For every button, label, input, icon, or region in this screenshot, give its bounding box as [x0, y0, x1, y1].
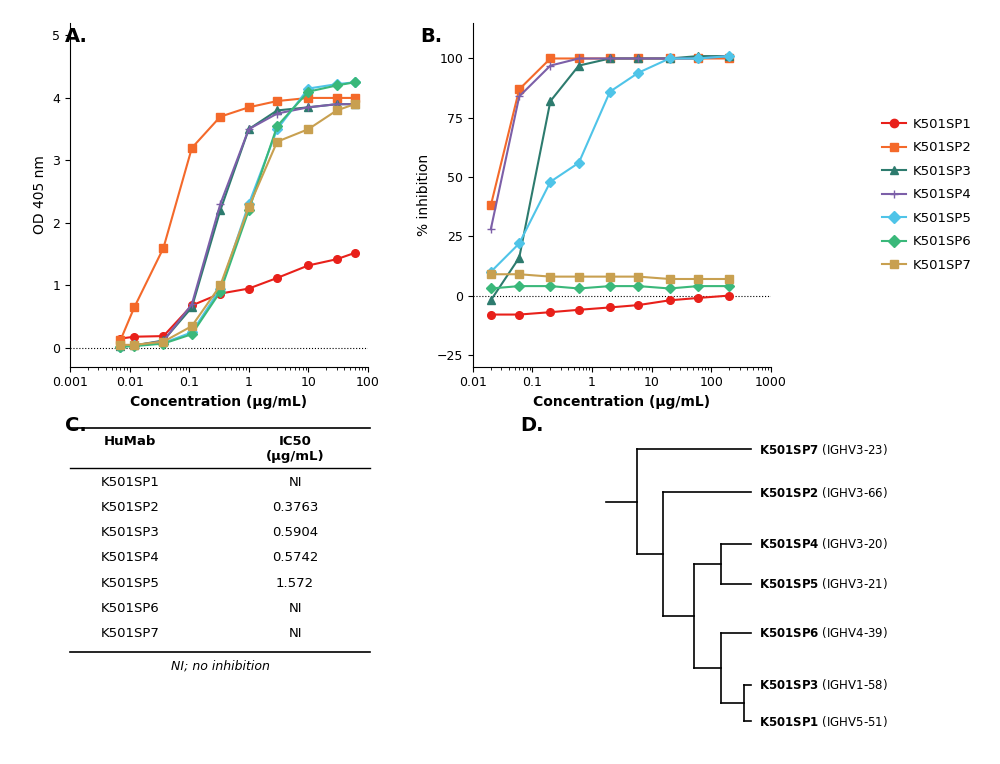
- Text: 0.3763: 0.3763: [272, 501, 318, 514]
- X-axis label: Concentration (µg/mL): Concentration (µg/mL): [130, 395, 307, 409]
- Text: $\bf{K501SP5}$ (IGHV3-21): $\bf{K501SP5}$ (IGHV3-21): [759, 576, 888, 591]
- Y-axis label: % inhibition: % inhibition: [417, 154, 431, 236]
- Text: NI: NI: [288, 476, 302, 489]
- Text: B.: B.: [420, 27, 442, 46]
- Text: $\bf{K501SP3}$ (IGHV1-58): $\bf{K501SP3}$ (IGHV1-58): [759, 677, 888, 692]
- Text: IC50
(µg/mL): IC50 (µg/mL): [266, 435, 324, 464]
- Text: HuMab: HuMab: [104, 435, 156, 448]
- Text: $\bf{K501SP6}$ (IGHV4-39): $\bf{K501SP6}$ (IGHV4-39): [759, 625, 888, 640]
- X-axis label: Concentration (µg/mL): Concentration (µg/mL): [533, 395, 710, 409]
- Text: NI: NI: [288, 627, 302, 640]
- Text: $\bf{K501SP1}$ (IGHV5-51): $\bf{K501SP1}$ (IGHV5-51): [759, 714, 888, 729]
- Text: $\bf{K501SP4}$ (IGHV3-20): $\bf{K501SP4}$ (IGHV3-20): [759, 536, 888, 552]
- Text: C.: C.: [65, 416, 87, 435]
- Text: 0.5742: 0.5742: [272, 552, 318, 565]
- Text: 0.5904: 0.5904: [272, 526, 318, 539]
- Text: D.: D.: [520, 416, 544, 435]
- Text: NI: NI: [288, 602, 302, 615]
- Text: K501SP2: K501SP2: [101, 501, 159, 514]
- Text: NI; no inhibition: NI; no inhibition: [171, 660, 269, 673]
- Text: K501SP4: K501SP4: [101, 552, 159, 565]
- Text: K501SP7: K501SP7: [101, 627, 159, 640]
- Text: K501SP6: K501SP6: [101, 602, 159, 615]
- Text: K501SP5: K501SP5: [101, 577, 159, 590]
- Text: K501SP3: K501SP3: [101, 526, 159, 539]
- Y-axis label: OD 405 nm: OD 405 nm: [33, 155, 47, 235]
- Text: A.: A.: [65, 27, 88, 46]
- Legend: K501SP1, K501SP2, K501SP3, K501SP4, K501SP5, K501SP6, K501SP7: K501SP1, K501SP2, K501SP3, K501SP4, K501…: [882, 118, 972, 272]
- Text: $\bf{K501SP2}$ (IGHV3-66): $\bf{K501SP2}$ (IGHV3-66): [759, 484, 888, 500]
- Text: $\bf{K501SP7}$ (IGHV3-23): $\bf{K501SP7}$ (IGHV3-23): [759, 442, 888, 457]
- Text: K501SP1: K501SP1: [101, 476, 159, 489]
- Text: 1.572: 1.572: [276, 577, 314, 590]
